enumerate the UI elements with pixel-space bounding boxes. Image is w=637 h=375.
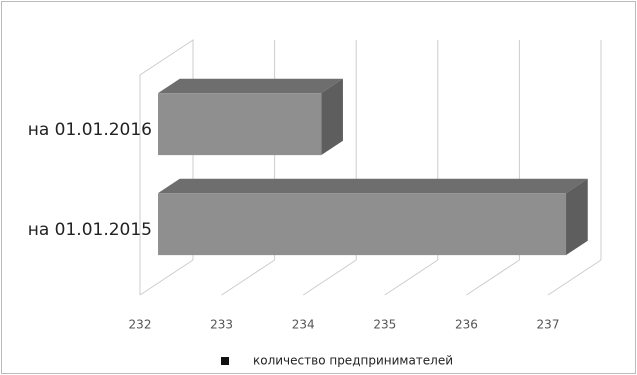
x-tick-label: 236 — [455, 318, 478, 332]
bar-face — [158, 93, 322, 156]
floor-line — [221, 259, 275, 296]
x-tick-label: 232 — [129, 318, 152, 332]
x-tick-label: 234 — [292, 318, 315, 332]
floor-line — [139, 259, 194, 296]
floor-line — [466, 259, 520, 296]
bar — [158, 178, 588, 256]
bar — [158, 78, 343, 156]
bar-face — [158, 178, 588, 194]
bar-face — [158, 78, 343, 94]
floor-line — [547, 259, 602, 296]
bar-face — [321, 78, 343, 156]
y-tick-label: на 01.01.2015 — [28, 220, 152, 240]
legend-marker — [221, 357, 229, 365]
floor-line — [302, 259, 357, 296]
x-tick-label: 237 — [537, 318, 560, 332]
y-tick-label: на 01.01.2016 — [28, 120, 152, 140]
x-tick-label: 233 — [210, 318, 233, 332]
bar-face — [566, 178, 588, 256]
x-tick-label: 235 — [373, 318, 396, 332]
floor-line — [384, 259, 439, 296]
legend-label: количество предпринимателей — [253, 354, 453, 368]
bar-face — [158, 193, 567, 256]
